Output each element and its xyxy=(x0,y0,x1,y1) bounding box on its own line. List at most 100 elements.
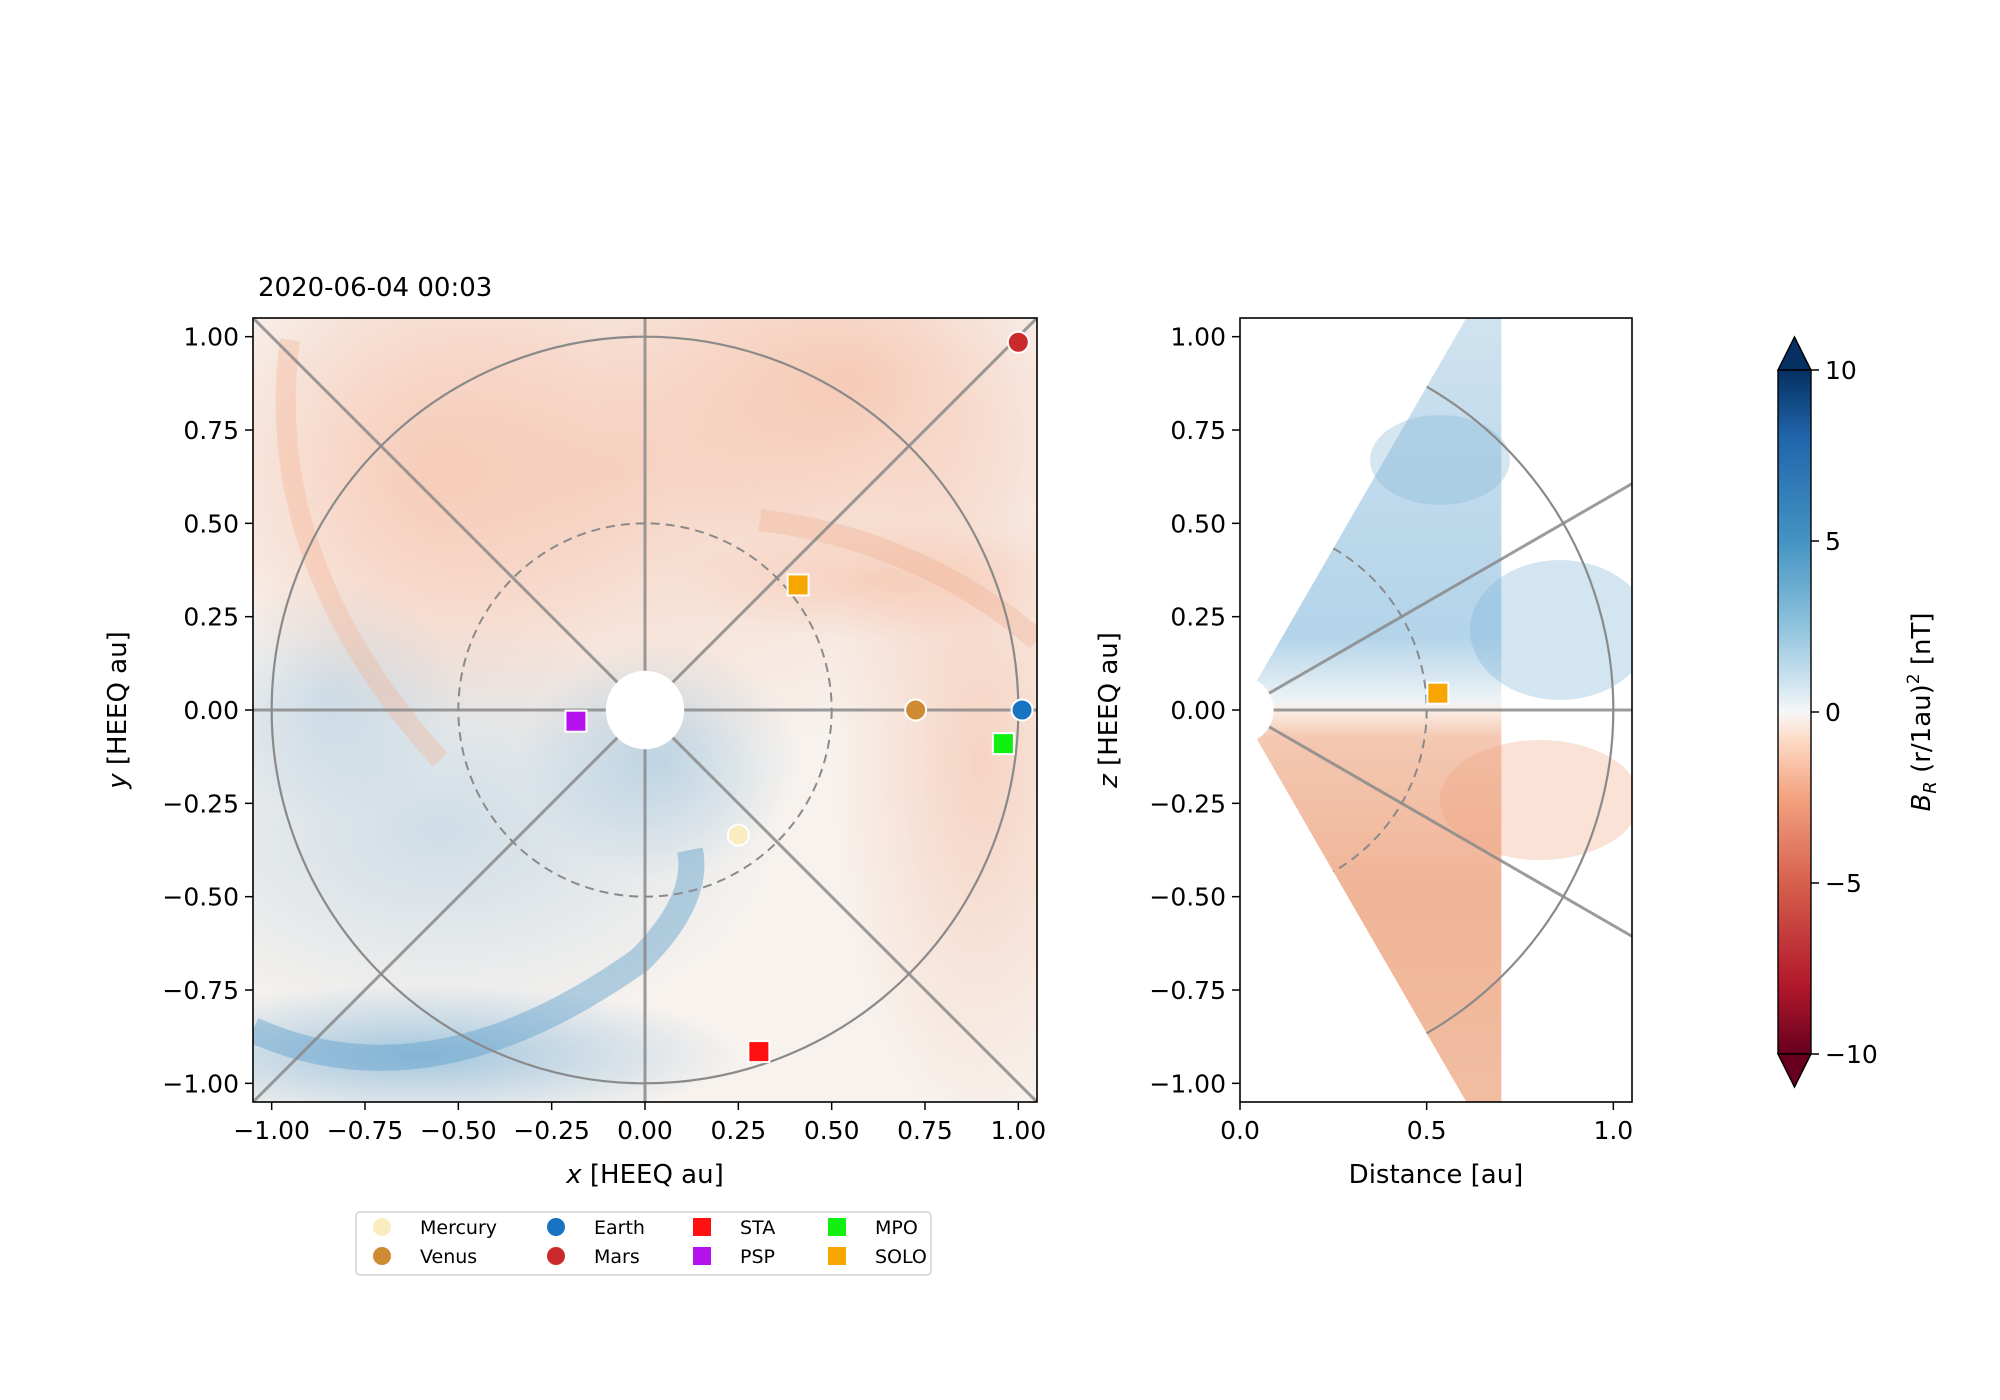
ecliptic-marker-psp xyxy=(564,709,588,733)
meridional-ylabel: z [HEEQ au] xyxy=(1094,632,1124,789)
legend-label: STA xyxy=(740,1217,775,1239)
legend-marker xyxy=(828,1247,846,1265)
legend-item-earth: Earth xyxy=(547,1217,645,1239)
meridional-xtick-label: 0.5 xyxy=(1407,1116,1447,1145)
legend-label: Venus xyxy=(420,1246,477,1268)
colorbar-tick-label: 0 xyxy=(1825,698,1841,727)
ecliptic-xtick-label: 0.75 xyxy=(897,1116,953,1145)
meridional-xlabel: Distance [au] xyxy=(1349,1160,1524,1190)
legend-items: Mercury Venus Earth Mars STA PSP MPO SOLO xyxy=(373,1217,927,1268)
legend: Mercury Venus Earth Mars STA PSP MPO SOLO xyxy=(355,1211,932,1276)
colorbar-tick-label: 5 xyxy=(1825,527,1841,556)
ecliptic-ytick-label: −0.75 xyxy=(162,976,239,1005)
ecliptic-ytick-label: −0.25 xyxy=(162,789,239,818)
legend-marker xyxy=(828,1218,846,1236)
meridional-ytick-label: −0.50 xyxy=(1149,883,1226,912)
ecliptic-field-map xyxy=(253,318,1037,1102)
meridional-ytick-label: −1.00 xyxy=(1149,1069,1226,1098)
ecliptic-xtick-label: 0.25 xyxy=(710,1116,766,1145)
ecliptic-ytick-label: −1.00 xyxy=(162,1069,239,1098)
meridional-ytick-label: 0.50 xyxy=(1170,509,1226,538)
meridional-ticks: 0.0 0.5 1.0 −1.00 −0.75 −0.50 −0.25 0.00 0.25 0.5… xyxy=(1149,323,1633,1145)
legend-item-mpo: MPO xyxy=(828,1217,918,1239)
ecliptic-marker-sta xyxy=(747,1040,771,1064)
ecliptic-marker-mpo xyxy=(991,732,1015,756)
legend-item-mars: Mars xyxy=(547,1246,640,1268)
ecliptic-grid xyxy=(253,318,1037,1102)
meridional-ytick-label: −0.75 xyxy=(1149,976,1226,1005)
inner-boundary xyxy=(605,670,685,750)
ecliptic-spoke xyxy=(253,318,647,712)
meridional-ytick-label: 0.25 xyxy=(1170,603,1226,632)
colorbar-tick-label: 10 xyxy=(1825,356,1857,385)
ecliptic-marker-earth xyxy=(1010,698,1034,722)
ecliptic-marker-solo xyxy=(786,573,810,597)
meridional-points xyxy=(1426,681,1450,705)
ecliptic-xtick-label: −0.75 xyxy=(327,1116,404,1145)
legend-marker xyxy=(547,1247,565,1265)
colorbar-ticks: 10 5 0 −5 −10 xyxy=(1811,356,1878,1069)
ecliptic-ytick-label: 0.25 xyxy=(183,603,239,632)
meridional-marker-solo xyxy=(1426,681,1450,705)
ecliptic-ytick-label: 1.00 xyxy=(183,323,239,352)
ecliptic-spoke xyxy=(253,708,647,1102)
legend-item-psp: PSP xyxy=(693,1246,775,1268)
legend-item-mercury: Mercury xyxy=(373,1217,497,1239)
meridional-ring-1au xyxy=(1426,385,1615,1035)
ecliptic-ytick-label: 0.00 xyxy=(183,696,239,725)
legend-marker xyxy=(373,1247,391,1265)
ecliptic-xtick-label: 1.00 xyxy=(990,1116,1046,1145)
legend-item-sta: STA xyxy=(693,1217,775,1239)
ecliptic-spoke xyxy=(643,708,1037,1102)
colorbar-extend-bottom xyxy=(1776,1053,1813,1089)
meridional-xtick-label: 0.0 xyxy=(1220,1116,1260,1145)
ecliptic-xtick-label: −0.25 xyxy=(513,1116,590,1145)
legend-label: Mars xyxy=(594,1246,640,1268)
ecliptic-marker-mars xyxy=(1006,330,1030,354)
ecliptic-ticks: −1.00 −0.75 −0.50 −0.25 0.00 0.25 0.50 0.75 1.00… xyxy=(162,323,1046,1145)
meridional-spoke xyxy=(1268,725,1632,939)
legend-label: PSP xyxy=(740,1246,775,1268)
meridional-ring-half-au xyxy=(1332,547,1428,873)
meridional-grid xyxy=(1240,385,1632,1035)
ecliptic-marker-venus xyxy=(904,698,928,722)
ecliptic-ytick-label: 0.75 xyxy=(183,416,239,445)
legend-box xyxy=(355,1211,932,1276)
ecliptic-ylabel: y [HEEQ au] xyxy=(103,631,133,790)
ecliptic-ytick-label: −0.50 xyxy=(162,883,239,912)
ecliptic-xtick-label: −0.50 xyxy=(420,1116,497,1145)
ecliptic-xlabel: x [HEEQ au] xyxy=(565,1160,724,1190)
legend-marker xyxy=(547,1218,565,1236)
ecliptic-xtick-label: −1.00 xyxy=(233,1116,310,1145)
ecliptic-marker-mercury xyxy=(726,823,750,847)
meridional-inner-boundary xyxy=(1240,676,1274,744)
legend-marker xyxy=(693,1218,711,1236)
colorbar-tick-label: −5 xyxy=(1825,869,1862,898)
ecliptic-xtick-label: 0.50 xyxy=(804,1116,860,1145)
meridional-panel: 0.0 0.5 1.0 −1.00 −0.75 −0.50 −0.25 0.00 0.25 0.5… xyxy=(1094,317,1633,1190)
ecliptic-ring-half-au xyxy=(457,522,833,898)
legend-label: Earth xyxy=(594,1217,645,1239)
meridional-ytick-label: 1.00 xyxy=(1170,323,1226,352)
legend-label: MPO xyxy=(875,1217,918,1239)
legend-marker xyxy=(373,1218,391,1236)
meridional-ytick-label: 0.00 xyxy=(1170,696,1226,725)
colorbar-label: BR (r/1au)2 [nT] xyxy=(1904,612,1941,811)
ecliptic-ytick-label: 0.50 xyxy=(183,509,239,538)
legend-label: Mercury xyxy=(420,1217,497,1239)
colorbar: 10 5 0 −5 −10 BR (r/1au)2 [nT] xyxy=(1776,335,1941,1089)
colorbar-gradient xyxy=(1777,369,1812,1055)
legend-label: SOLO xyxy=(875,1246,927,1268)
legend-item-solo: SOLO xyxy=(828,1246,927,1268)
ecliptic-points xyxy=(564,330,1034,1064)
colorbar-tick-label: −10 xyxy=(1825,1040,1878,1069)
meridional-ytick-label: 0.75 xyxy=(1170,416,1226,445)
meridional-xtick-label: 1.0 xyxy=(1593,1116,1633,1145)
legend-item-venus: Venus xyxy=(373,1246,477,1268)
plot-timestamp: 2020-06-04 00:03 xyxy=(258,273,492,303)
ecliptic-spoke xyxy=(643,318,1037,712)
ecliptic-xtick-label: 0.00 xyxy=(617,1116,673,1145)
colorbar-extend-top xyxy=(1776,335,1813,371)
ecliptic-panel: −1.00 −0.75 −0.50 −0.25 0.00 0.25 0.50 0.75 1.00… xyxy=(103,317,1046,1190)
legend-marker xyxy=(693,1247,711,1265)
